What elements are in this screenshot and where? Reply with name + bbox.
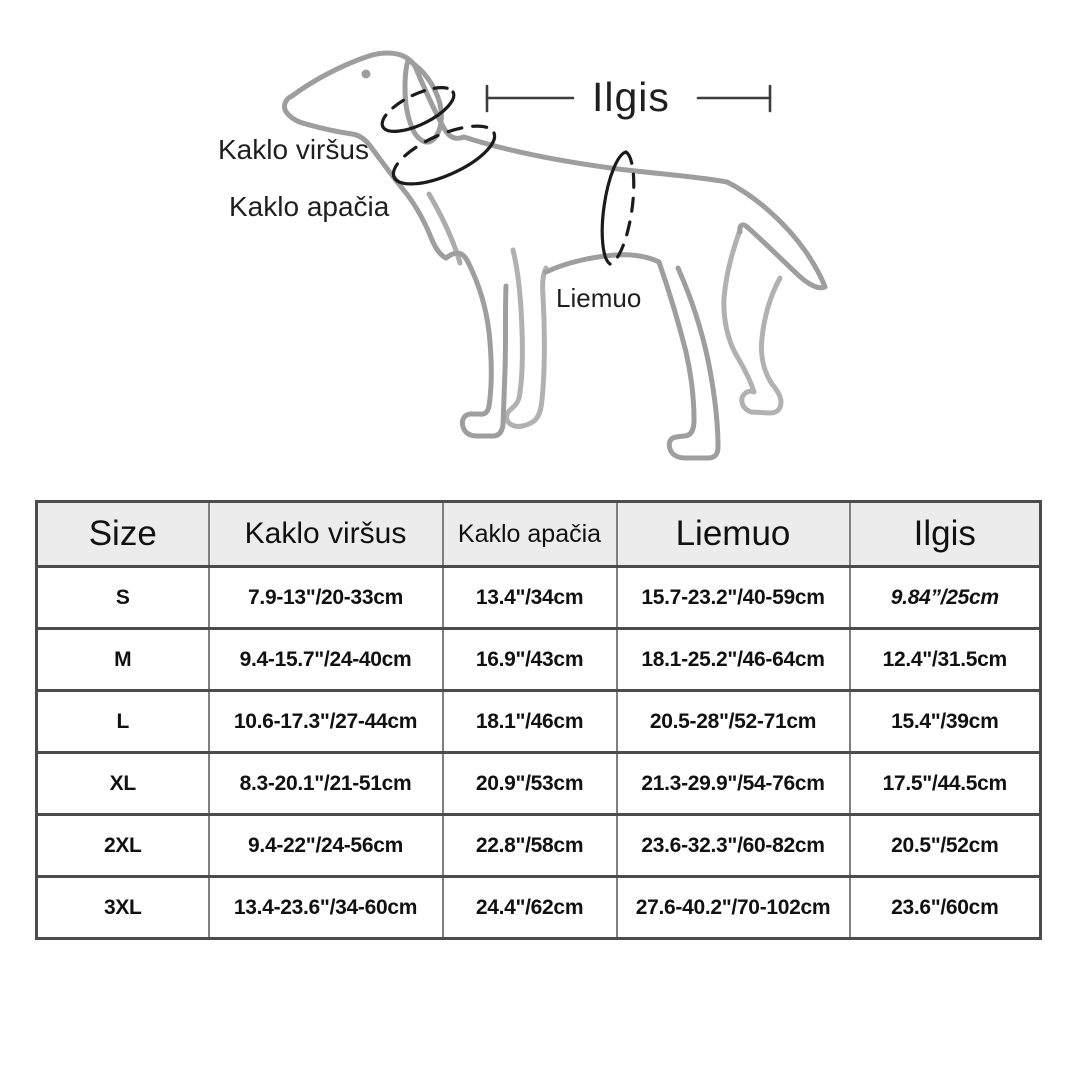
size-cell: 3XL: [35, 875, 210, 940]
size-cell: L: [35, 689, 210, 754]
length-cell: 20.5"/52cm: [848, 813, 1042, 878]
waist-ring-solid: [600, 150, 628, 266]
neck-bottom-cell: 18.1"/46cm: [441, 689, 618, 754]
waist-cell: 27.6-40.2"/70-102cm: [615, 875, 851, 940]
table-row-2xl: 2XL 9.4-22"/24-56cm 22.8"/58cm 23.6-32.3…: [35, 813, 1042, 878]
col-header-size: Size: [35, 500, 210, 568]
neck-bottom-cell: 13.4"/34cm: [441, 565, 618, 630]
dog-outline: [282, 50, 828, 461]
neck-top-label: Kaklo viršus: [218, 134, 369, 165]
length-cell: 12.4"/31.5cm: [848, 627, 1042, 692]
length-cell-highlighted: 9.84”/25cm: [848, 565, 1042, 630]
waist-cell: 15.7-23.2"/40-59cm: [615, 565, 851, 630]
neck-bottom-cell: 20.9"/53cm: [441, 751, 618, 816]
neck-top-cell: 8.3-20.1"/21-51cm: [207, 751, 444, 816]
neck-top-cell: 9.4-15.7"/24-40cm: [207, 627, 444, 692]
table-row-l: L 10.6-17.3"/27-44cm 18.1"/46cm 20.5-28"…: [35, 689, 1042, 754]
measurement-rings: [380, 86, 636, 266]
neck-top-cell: 10.6-17.3"/27-44cm: [207, 689, 444, 754]
dog-line-art: [282, 50, 828, 461]
table-header-row: Size Kaklo viršus Kaklo apačia Liemuo Il…: [35, 500, 1042, 568]
table-row-xl: XL 8.3-20.1"/21-51cm 20.9"/53cm 21.3-29.…: [35, 751, 1042, 816]
size-cell: M: [35, 627, 210, 692]
length-cell: 15.4"/39cm: [848, 689, 1042, 754]
size-table: Size Kaklo viršus Kaklo apačia Liemuo Il…: [35, 500, 1042, 940]
table-row-3xl: 3XL 13.4-23.6"/34-60cm 24.4"/62cm 27.6-4…: [35, 875, 1042, 940]
table-row-s: S 7.9-13"/20-33cm 13.4"/34cm 15.7-23.2"/…: [35, 565, 1042, 630]
neck-bottom-cell: 24.4"/62cm: [441, 875, 618, 940]
col-header-neck-top: Kaklo viršus: [207, 500, 444, 568]
size-cell: S: [35, 565, 210, 630]
neck-bottom-label: Kaklo apačia: [229, 191, 390, 222]
col-header-neck-bottom: Kaklo apačia: [441, 500, 618, 568]
waist-ring-dashed: [608, 150, 636, 266]
neck-bottom-cell: 22.8"/58cm: [441, 813, 618, 878]
waist-cell: 21.3-29.9"/54-76cm: [615, 751, 851, 816]
length-label: Ilgis: [592, 74, 670, 120]
waist-cell: 23.6-32.3"/60-82cm: [615, 813, 851, 878]
neck-bottom-ring-solid: [392, 131, 497, 186]
neck-top-cell: 7.9-13"/20-33cm: [207, 565, 444, 630]
dog-eye: [361, 69, 371, 79]
col-header-waist: Liemuo: [615, 500, 851, 568]
neck-bottom-cell: 16.9"/43cm: [441, 627, 618, 692]
length-cell: 23.6"/60cm: [848, 875, 1042, 940]
col-header-length: Ilgis: [848, 500, 1042, 568]
dog-measurement-diagram: Kaklo viršus Kaklo apačia Liemuo Ilgis: [0, 0, 1080, 500]
neck-top-cell: 13.4-23.6"/34-60cm: [207, 875, 444, 940]
neck-top-ring-solid: [381, 90, 456, 133]
waist-label: Liemuo: [556, 283, 642, 313]
table-row-m: M 9.4-15.7"/24-40cm 16.9"/43cm 18.1-25.2…: [35, 627, 1042, 692]
neck-bottom-ring-dashed: [391, 124, 496, 179]
waist-cell: 18.1-25.2"/46-64cm: [615, 627, 851, 692]
length-measure-line: [485, 84, 772, 113]
size-cell: 2XL: [35, 813, 210, 878]
waist-cell: 20.5-28"/52-71cm: [615, 689, 851, 754]
length-cell: 17.5"/44.5cm: [848, 751, 1042, 816]
neck-top-cell: 9.4-22"/24-56cm: [207, 813, 444, 878]
neck-top-ring-dashed: [380, 86, 455, 129]
size-cell: XL: [35, 751, 210, 816]
